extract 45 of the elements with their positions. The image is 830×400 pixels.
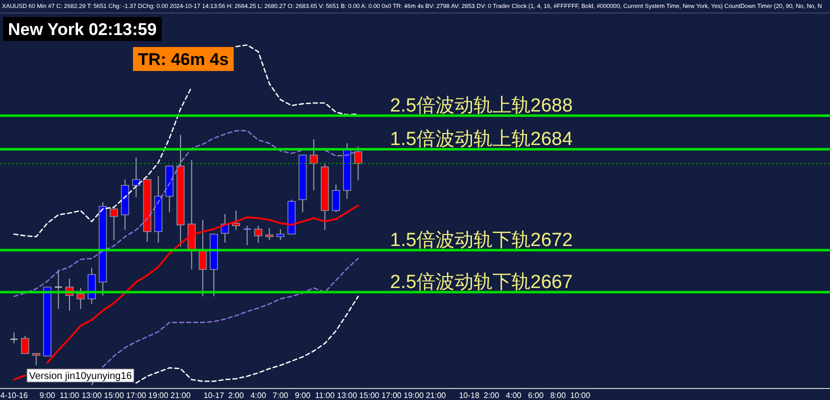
candlestick: [310, 138, 318, 191]
x-tick-label: 13:00: [82, 391, 102, 400]
ref-line-label: 2.5倍波动轨下轨2667: [390, 272, 573, 294]
x-tick-label: 10:00: [570, 391, 591, 400]
x-tick-label: 2:00: [484, 391, 500, 400]
x-tick-label: 4:00: [250, 391, 267, 400]
candlestick: [132, 157, 140, 198]
x-tick-label: 11:00: [60, 391, 80, 400]
x-tick-label: 2:00: [228, 391, 244, 400]
x-tick-label: 4:00: [506, 391, 522, 400]
candlestick: [198, 219, 207, 297]
candlestick: [254, 225, 262, 244]
x-tick-label: 15:00: [104, 391, 124, 400]
annotation: TR: 46m 4s: [138, 50, 229, 69]
candlestick: [110, 206, 118, 241]
candlestick: [265, 228, 274, 241]
x-tick-label: 4-10-16: [0, 391, 28, 400]
candlestick: [10, 332, 18, 344]
x-tick-label: 10-18: [458, 391, 480, 400]
x-tick-label: 9:00: [40, 391, 56, 400]
ref-line-label: 2.5倍波动轨上轨2688: [390, 96, 573, 117]
x-tick-label: 9:00: [294, 391, 311, 400]
x-tick-label: 21:00: [170, 391, 192, 400]
candlestick: [21, 335, 30, 354]
x-tick-label: 19:00: [404, 391, 424, 400]
x-tick-label: 11:00: [315, 391, 336, 400]
x-tick-label: 10-17: [204, 391, 225, 400]
candlestick: [32, 353, 40, 366]
candlestick: [332, 184, 340, 213]
x-tick-label: 8:00: [550, 391, 566, 400]
candlestick: [276, 228, 285, 241]
ref-line-label: 1.5倍波动轨下轨2672: [390, 230, 573, 252]
candlestick: [76, 287, 85, 310]
annotation: Version jin10yunying16: [29, 371, 132, 382]
x-tick-label: 15:00: [359, 391, 380, 400]
x-tick-label: 17:00: [126, 391, 147, 400]
x-tick-label: 13:00: [337, 391, 358, 400]
annotation: New York 02:13:59: [8, 20, 157, 39]
candlestick: [354, 146, 362, 181]
x-tick-label: 21:00: [426, 391, 446, 400]
x-tick-label: 19:00: [148, 391, 169, 400]
x-tick-label: 6:00: [528, 391, 544, 400]
ref-line-label: 1.5倍波动轨上轨2684: [390, 129, 574, 150]
x-tick-label: 7:00: [272, 391, 289, 400]
x-tick-label: 17:00: [381, 391, 402, 400]
